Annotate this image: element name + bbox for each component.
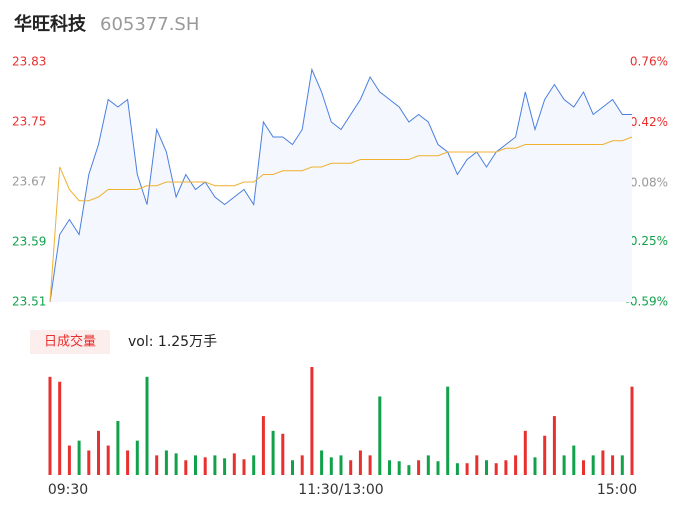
- volume-bar: [388, 460, 391, 475]
- volume-bar: [232, 453, 236, 475]
- volume-bar: [184, 460, 188, 475]
- volume-bar: [242, 459, 246, 475]
- volume-bar: [58, 381, 62, 475]
- volume-bar: [164, 450, 168, 475]
- x-tick-label: 11:30/13:00: [298, 482, 383, 498]
- volume-bar: [417, 460, 421, 475]
- volume-bar: [572, 445, 576, 475]
- volume-bar: [475, 455, 479, 475]
- price-area: [50, 69, 632, 302]
- y-tick-label: 23.83: [12, 55, 46, 69]
- volume-bar: [261, 416, 265, 475]
- volume-bar: [106, 445, 110, 475]
- volume-bar: [155, 455, 159, 475]
- volume-bar: [620, 455, 624, 475]
- volume-bar: [446, 386, 450, 475]
- volume-bar: [630, 386, 634, 475]
- volume-bar: [203, 457, 207, 475]
- volume-bar: [591, 455, 595, 475]
- price-line: [49, 67, 632, 303]
- volume-bar: [126, 450, 130, 475]
- volume-bar: [97, 430, 100, 475]
- volume-bar: [116, 421, 120, 475]
- volume-bar: [213, 455, 217, 475]
- volume-bar: [582, 460, 585, 475]
- volume-bar: [552, 416, 556, 475]
- volume-bar: [523, 430, 527, 475]
- volume-bar: [300, 455, 304, 475]
- volume-text: vol: 1.25万手: [128, 334, 217, 350]
- y2-tick-label: 0.08%: [630, 175, 668, 189]
- volume-bar: [533, 457, 537, 475]
- volume-bar: [281, 433, 285, 475]
- volume-bar: [223, 458, 227, 475]
- volume-bar: [48, 376, 52, 475]
- stock-name: 华旺科技: [14, 13, 87, 35]
- y2-tick-label: -0.59%: [626, 295, 668, 309]
- volume-bar: [378, 396, 382, 475]
- volume-bar: [291, 460, 294, 475]
- y-tick-label: 23.67: [12, 175, 46, 189]
- volume-bar: [601, 450, 605, 475]
- volume-bar: [252, 455, 256, 475]
- volume-bar: [407, 465, 411, 475]
- volume-bar: [174, 453, 178, 475]
- volume-bar: [611, 455, 615, 475]
- volume-bar: [455, 463, 459, 475]
- volume-bar: [514, 455, 518, 475]
- volume-bar: [77, 440, 81, 475]
- volume-bar: [504, 460, 508, 475]
- volume-bar: [310, 367, 314, 475]
- volume-bar: [271, 430, 275, 475]
- volume-bar: [135, 440, 139, 475]
- y-tick-label: 23.75: [12, 115, 46, 129]
- volume-bar: [145, 376, 149, 475]
- x-tick-label: 15:00: [597, 482, 637, 498]
- volume-bar: [562, 455, 566, 475]
- volume-bar: [465, 463, 469, 475]
- y2-tick-label: 0.76%: [630, 55, 668, 69]
- volume-bar: [543, 435, 547, 475]
- y-tick-label: 23.59: [12, 235, 46, 249]
- volume-tab[interactable]: 日成交量: [44, 334, 96, 350]
- volume-bar: [339, 455, 343, 475]
- volume-bar: [368, 455, 372, 475]
- volume-bar: [358, 450, 362, 475]
- volume-bar: [67, 445, 71, 475]
- volume-bar: [397, 461, 401, 475]
- stock-code: 605377.SH: [100, 14, 199, 35]
- x-tick-label: 09:30: [48, 482, 88, 498]
- volume-bar: [426, 455, 430, 475]
- y2-tick-label: -0.25%: [626, 234, 668, 248]
- volume-bar: [320, 450, 324, 475]
- volume-bar: [436, 461, 440, 475]
- volume-bar: [87, 450, 91, 475]
- volume-bar: [194, 455, 197, 475]
- y-tick-label: 23.51: [12, 295, 46, 309]
- volume-bar: [349, 460, 353, 475]
- tab-bg[interactable]: [30, 330, 110, 354]
- volume-bar: [329, 457, 333, 475]
- volume-bar: [485, 460, 488, 475]
- volume-bar: [494, 463, 498, 475]
- avg-line: [49, 136, 633, 303]
- y2-tick-label: 0.42%: [630, 115, 668, 129]
